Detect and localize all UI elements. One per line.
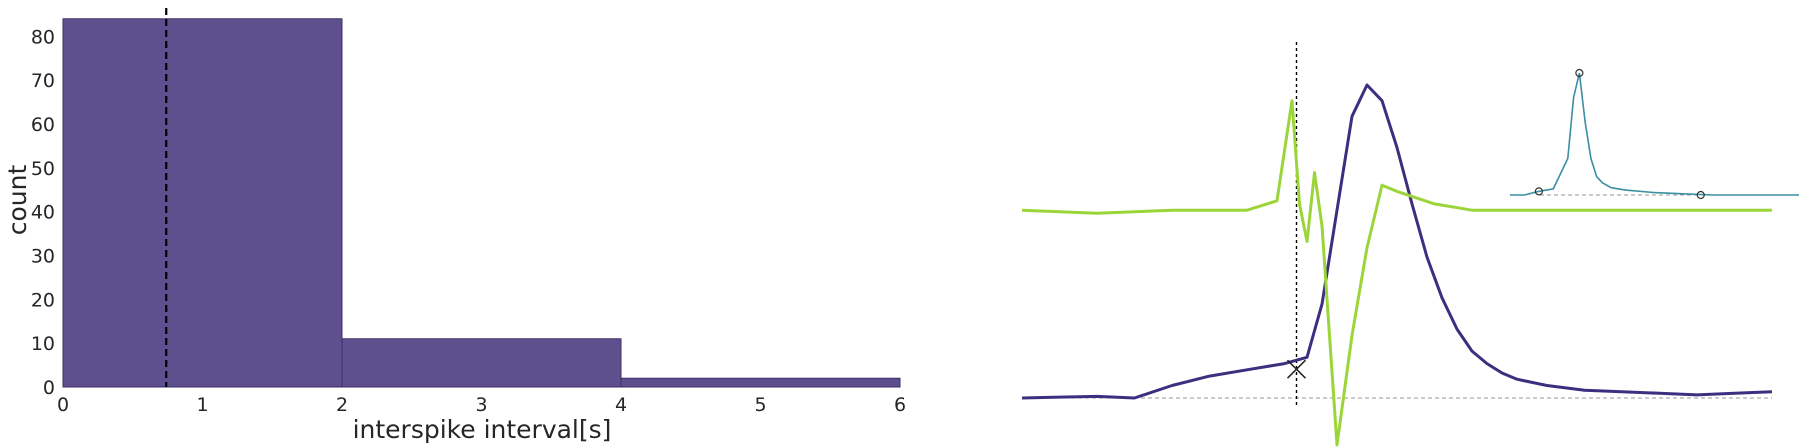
histogram-bar xyxy=(341,338,622,388)
x-tick-label: 6 xyxy=(894,394,906,416)
threshold-x-marker xyxy=(1286,359,1307,379)
x-tick-label: 5 xyxy=(754,394,766,416)
x-tick-label: 1 xyxy=(196,394,208,416)
y-tick-label: 10 xyxy=(31,333,55,355)
y-tick-label: 80 xyxy=(31,26,55,48)
waveform-line xyxy=(1021,83,1773,400)
y-tick-label: 60 xyxy=(31,114,55,136)
x-tick-label: 3 xyxy=(475,394,487,416)
inset-point-marker xyxy=(1534,187,1544,196)
y-tick-label: 40 xyxy=(31,202,55,224)
y-tick-label: 70 xyxy=(31,70,55,92)
histogram-bar xyxy=(62,18,343,388)
histogram-bar xyxy=(620,377,901,388)
y-tick-label: 30 xyxy=(31,245,55,267)
inset-waveform-line xyxy=(1510,72,1799,196)
y-tick-label: 0 xyxy=(43,377,55,399)
y-tick-label: 20 xyxy=(31,289,55,311)
y-tick-label: 50 xyxy=(31,158,55,180)
spike-waveform-panel xyxy=(1021,42,1773,447)
derivative-line xyxy=(1021,99,1772,447)
inset-point-marker xyxy=(1696,190,1705,200)
inset-waveform-panel xyxy=(1510,68,1799,200)
x-tick-label: 4 xyxy=(615,394,627,416)
x-tick-label: 2 xyxy=(336,394,348,416)
x-tick-label: 0 xyxy=(57,394,69,416)
y-axis-label: count xyxy=(3,165,32,236)
inset-point-marker xyxy=(1575,68,1584,78)
x-axis-label: interspike interval[s] xyxy=(353,415,612,444)
